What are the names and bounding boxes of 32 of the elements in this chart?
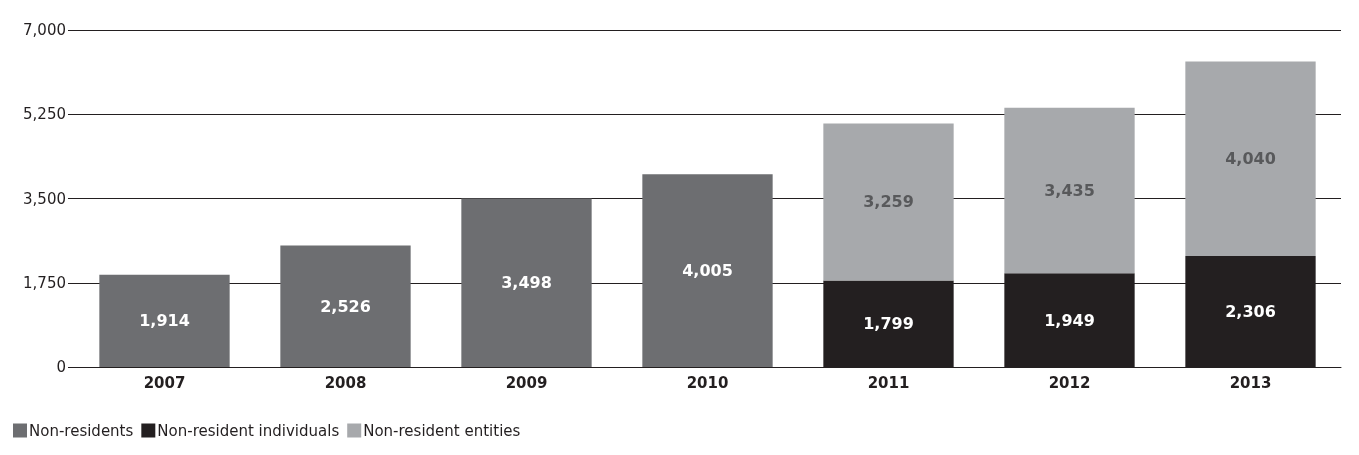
bar (461, 198, 592, 367)
bar (823, 123, 954, 281)
data-label: 4,040 (1225, 149, 1276, 169)
data-label: 4,005 (682, 261, 733, 281)
x-tick-label: 2008 (324, 373, 367, 392)
data-label: 3,498 (501, 273, 552, 293)
x-tick-label: 2011 (867, 373, 910, 392)
y-tick-label: 1,750 (23, 273, 66, 292)
y-tick-label: 3,500 (23, 189, 66, 208)
data-label: 1,799 (863, 314, 914, 334)
bar (280, 245, 411, 367)
bar (1004, 107, 1135, 274)
x-tick-label: 2012 (1048, 373, 1091, 392)
bar (1185, 61, 1316, 256)
bar (642, 174, 773, 367)
x-tick-label: 2007 (143, 373, 186, 392)
data-label: 1,914 (139, 311, 190, 331)
data-label: 3,259 (863, 192, 914, 212)
legend-label: Non-resident individuals (157, 421, 340, 440)
y-tick-label: 0 (56, 358, 66, 376)
x-tick-label: 2013 (1229, 373, 1272, 392)
x-tick-label: 2010 (686, 373, 729, 392)
legend-label: Non-residents (29, 421, 134, 440)
legend-label: Non-resident entities (363, 421, 521, 440)
data-label: 2,306 (1225, 301, 1276, 321)
y-tick-label: 5,250 (23, 105, 66, 124)
data-label: 3,435 (1044, 180, 1095, 200)
y-tick-label: 7,000 (23, 21, 66, 39)
x-tick-label: 2009 (505, 373, 548, 392)
data-label: 1,949 (1044, 310, 1095, 330)
bar (99, 274, 230, 367)
data-label: 2,526 (320, 296, 371, 316)
